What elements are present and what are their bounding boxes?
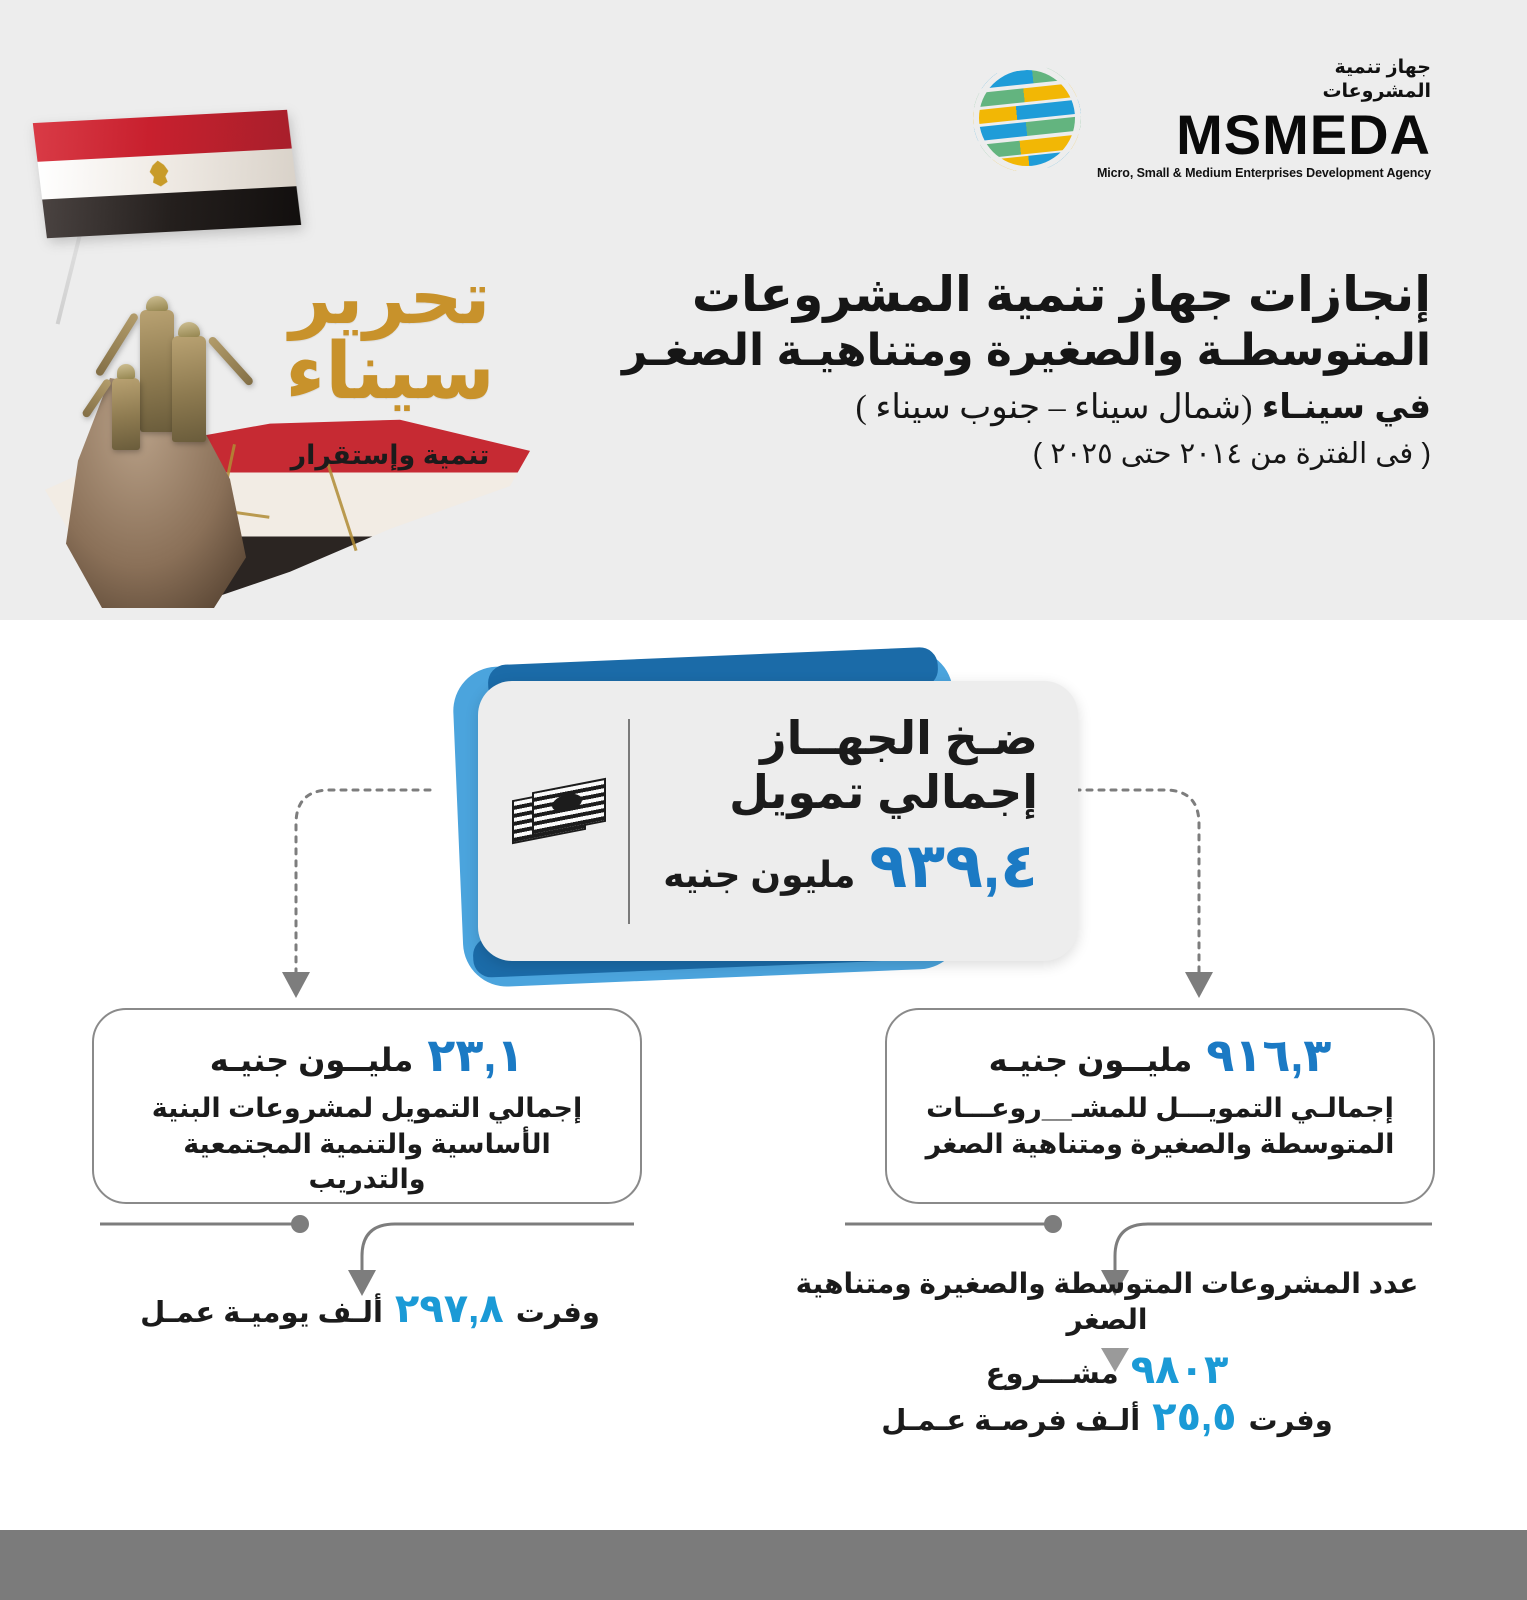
- msmeda-logo: جهاز تنمية المشروعات MSMEDA Micro, Small…: [972, 56, 1431, 180]
- main-card-label-1: ضـخ الجهــاز: [760, 712, 1038, 764]
- branch-box-infrastructure: ٢٣,١ مليــون جنيـه إجمالي التمويل لمشروع…: [92, 1008, 642, 1204]
- outcome-number: ٢٩٧,٨: [394, 1287, 504, 1331]
- branch-value-row: ٢٣,١ مليــون جنيـه: [122, 1032, 612, 1079]
- egyptian-flag-icon: [32, 109, 302, 239]
- outcome-suffix: مشـــروع: [985, 1357, 1119, 1390]
- title-line-3: في سينـاء (شمال سيناء – جنوب سيناء ): [551, 385, 1431, 430]
- logo-arabic-line1: جهاز تنمية: [1334, 57, 1431, 78]
- globe-icon: [972, 64, 1081, 172]
- title-line-2: المتوسطـة والصغيرة ومتناهيـة الصغـر: [621, 325, 1432, 375]
- hero-artwork: تحرير سيناء تنمية وإستقرار: [0, 78, 560, 608]
- branch-description: إجمالـي التمويـــل للمشـ__روعـــات المتو…: [925, 1093, 1395, 1159]
- hero-subline: تنمية وإستقرار: [290, 440, 490, 470]
- outcome-number: ٩٨٠٣: [1130, 1347, 1229, 1392]
- page-title: إنجازات جهاز تنمية المشروعات المتوسطـة و…: [551, 268, 1432, 474]
- outcome-heading: عدد المشروعات المتوسطة والصغيرة ومتناهية…: [795, 1268, 1419, 1336]
- main-card-surface: ضـخ الجهــاز إجمالي تمويل ٩٣٩,٤ مليون جن…: [478, 681, 1078, 961]
- outcome-prefix: وفرت: [1248, 1405, 1333, 1437]
- outcome-projects-count: عدد المشروعات المتوسطة والصغيرة ومتناهية…: [757, 1266, 1457, 1395]
- outcome-line: وفرت ٢٥,٥ ألـف فرصـة عـمـل: [797, 1392, 1417, 1442]
- card-divider: [628, 719, 630, 924]
- soldier-figure: [172, 322, 255, 442]
- branch-value-row: ٩١٦,٣ مليــون جنيـه: [915, 1032, 1405, 1079]
- title-line-1: إنجازات جهاز تنمية المشروعات: [691, 268, 1432, 322]
- hero-headline: تحرير سيناء: [245, 256, 535, 415]
- hero-headline-line2: سيناء: [285, 326, 497, 415]
- branch-box-msme: ٩١٦,٣ مليــون جنيـه إجمالـي التمويـــل ل…: [885, 1008, 1435, 1204]
- main-card-text: ضـخ الجهــاز إجمالي تمويل ٩٣٩,٤ مليون جن…: [618, 711, 1039, 901]
- branch-unit: مليــون جنيـه: [988, 1042, 1193, 1078]
- branch-value: ٩١٦,٣: [1206, 1029, 1332, 1081]
- logo-text-block: جهاز تنمية المشروعات MSMEDA Micro, Small…: [1097, 56, 1431, 180]
- soldier-figure: [94, 296, 174, 432]
- logo-wordmark: MSMEDA: [1176, 103, 1431, 166]
- title-line-3-light: (شمال سيناء – جنوب سيناء ): [855, 388, 1253, 426]
- outcome-suffix: ألـف فرصـة عـمـل: [881, 1405, 1141, 1437]
- outcome-workdays: وفرت ٢٩٧,٨ ألـف يوميـة عمـل: [80, 1284, 660, 1334]
- main-card-value: ٩٣٩,٤: [869, 831, 1039, 901]
- branch-description: إجمالي التمويل لمشروعات البنية الأساسية …: [151, 1093, 583, 1195]
- main-funding-card: ضـخ الجهــاز إجمالي تمويل ٩٣٩,٤ مليون جن…: [418, 646, 1078, 989]
- main-card-value-row: ٩٣٩,٤ مليون جنيه: [618, 831, 1039, 901]
- soldier-figure: [81, 364, 140, 450]
- logo-tagline: Micro, Small & Medium Enterprises Develo…: [1096, 166, 1431, 180]
- title-line-4: ( فى الفترة من ٢٠١٤ حتى ٢٠٢٥ ): [1032, 437, 1431, 470]
- outcome-line: وفرت ٢٩٧,٨ ألـف يوميـة عمـل: [80, 1284, 660, 1334]
- outcome-prefix: وفرت: [515, 1297, 600, 1329]
- outcome-line: ٩٨٠٣ مشـــروع: [757, 1345, 1457, 1395]
- branch-value: ٢٣,١: [427, 1029, 525, 1081]
- outcome-jobs: وفرت ٢٥,٥ ألـف فرصـة عـمـل: [797, 1392, 1417, 1442]
- outcome-suffix: ألـف يوميـة عمـل: [140, 1297, 383, 1329]
- main-card-unit: مليون جنيه: [663, 853, 856, 895]
- outcome-number: ٢٥,٥: [1152, 1395, 1237, 1439]
- branch-unit: مليــون جنيـه: [209, 1042, 414, 1078]
- header-banner: تحرير سيناء تنمية وإستقرار جهاز تنمية ال…: [0, 0, 1527, 620]
- hero-headline-line1: تحرير: [289, 256, 493, 339]
- footer-bar: [0, 1530, 1527, 1600]
- flow-diagram: ضـخ الجهــاز إجمالي تمويل ٩٣٩,٤ مليون جن…: [0, 620, 1527, 1520]
- main-card-label-2: إجمالي تمويل: [729, 766, 1038, 819]
- banknote-stack-icon: [512, 777, 610, 851]
- logo-arabic-line2: المشروعات: [1322, 81, 1431, 102]
- title-line-3-bold: في سينـاء: [1261, 387, 1431, 426]
